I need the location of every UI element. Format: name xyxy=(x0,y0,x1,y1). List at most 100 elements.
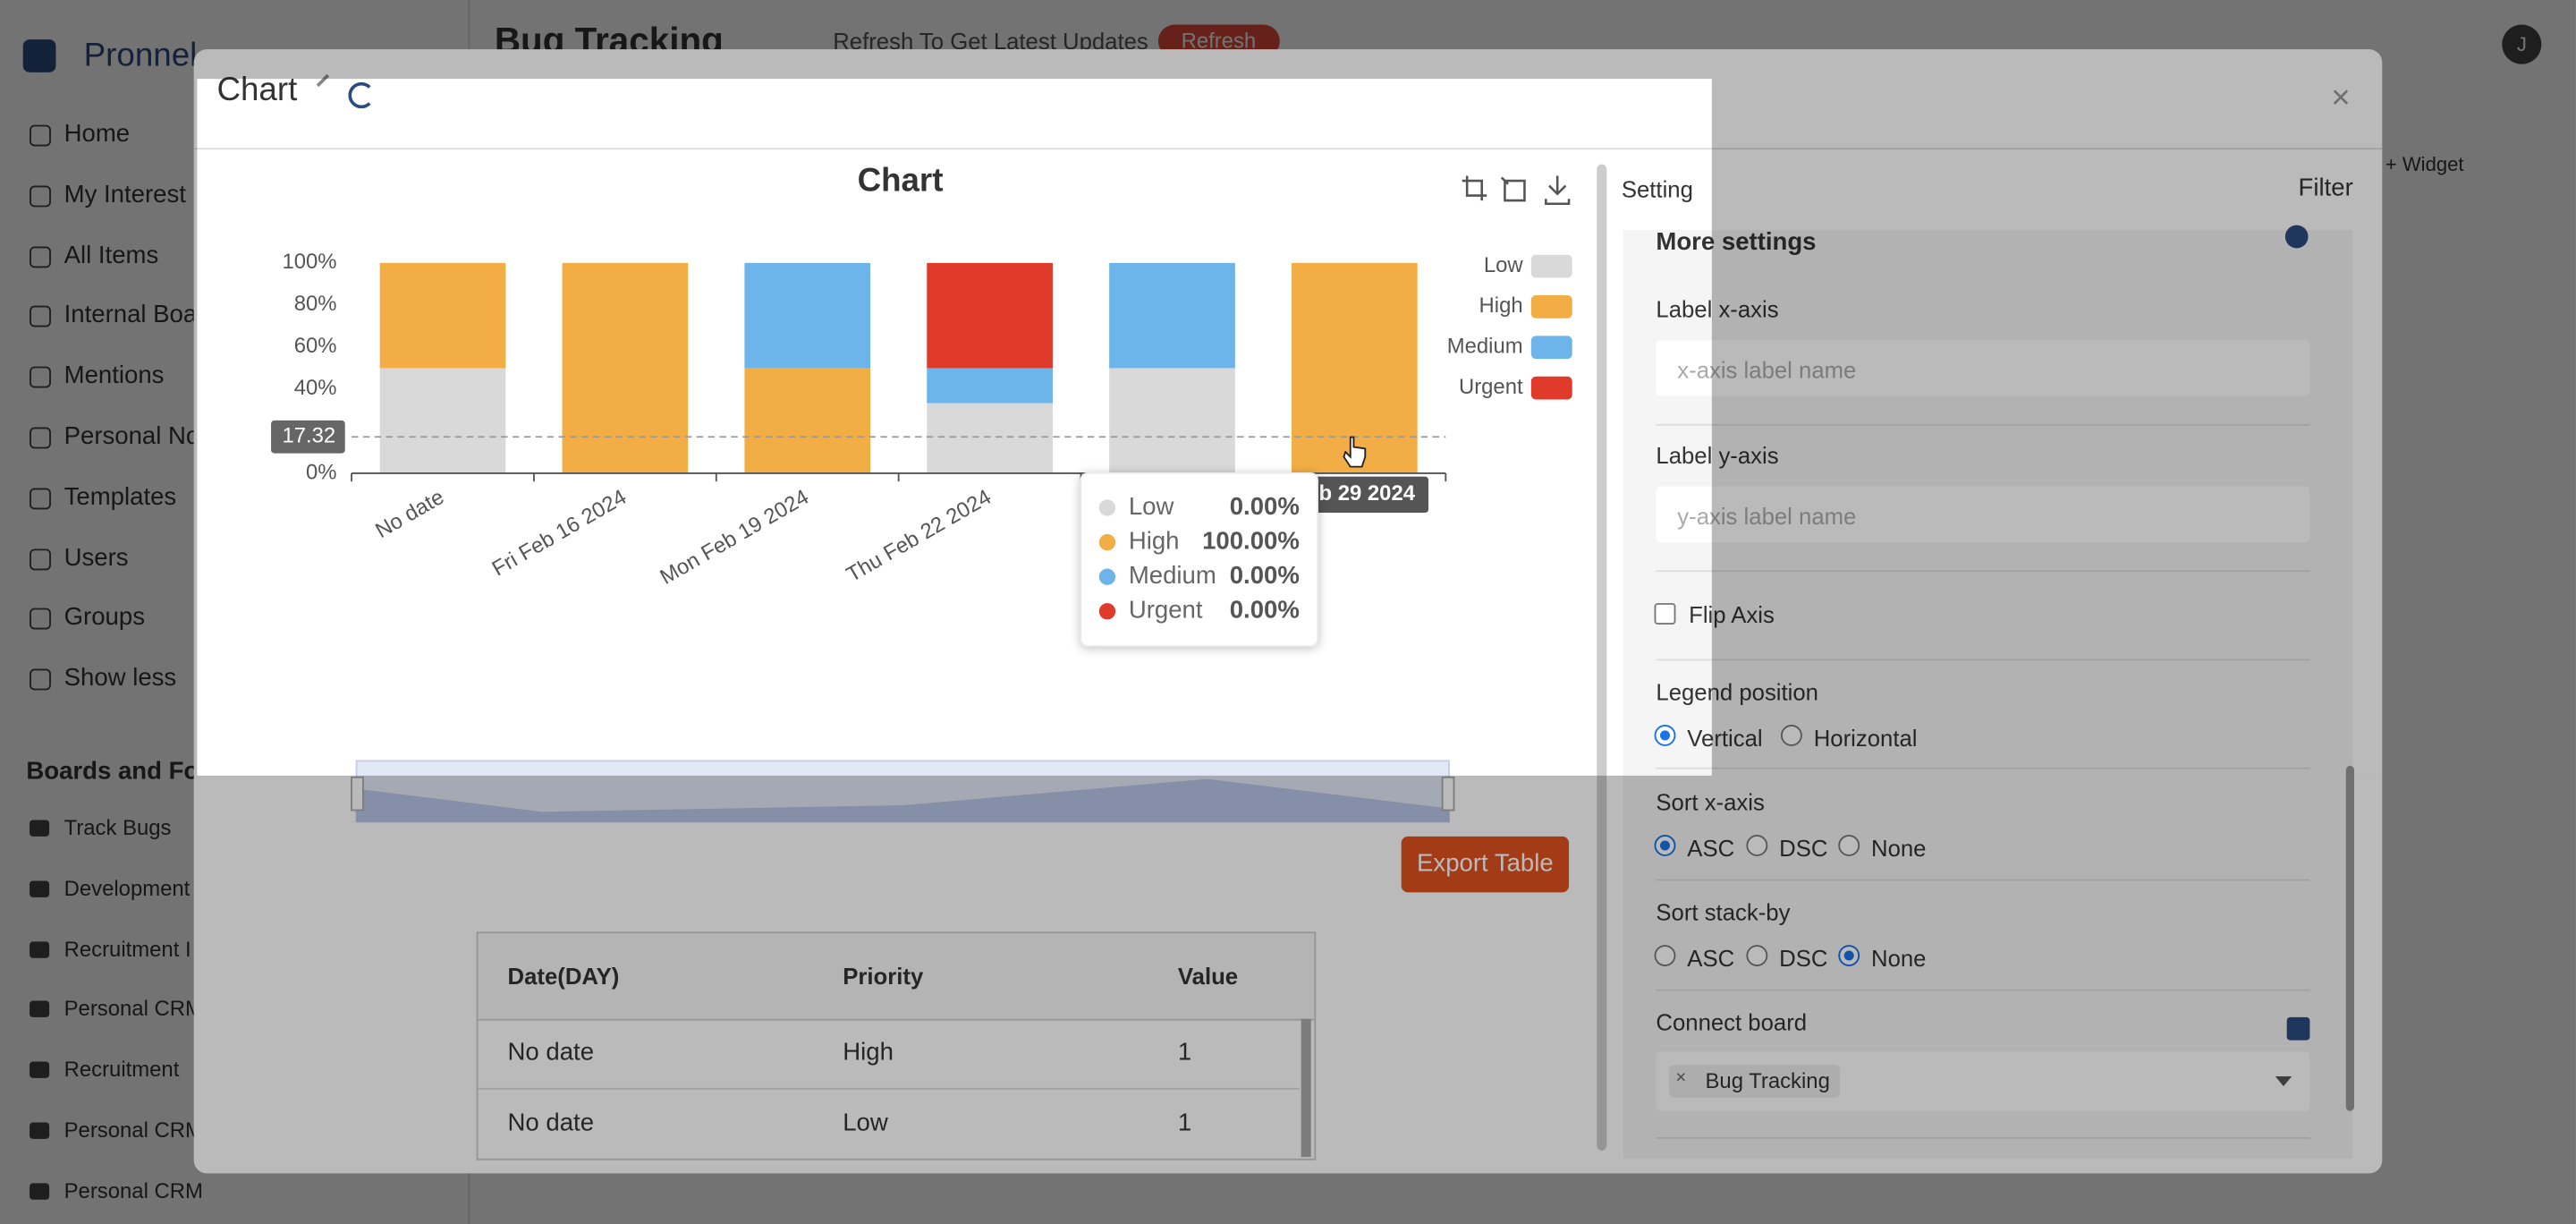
radio[interactable] xyxy=(1746,945,1768,966)
zoom-handle[interactable] xyxy=(1441,776,1455,812)
tooltip-dot xyxy=(1098,533,1116,551)
legend-swatch xyxy=(1530,376,1572,400)
separator xyxy=(1656,570,2310,573)
text-input[interactable] xyxy=(1656,486,2310,543)
bar-segment xyxy=(1109,262,1235,369)
table-header: Priority xyxy=(843,963,924,990)
radio-label: None xyxy=(1871,835,1927,862)
chip[interactable]: Bug Tracking xyxy=(1669,1065,1840,1098)
field-label: Connect board xyxy=(1656,1008,1808,1036)
table-cell: High xyxy=(843,1038,894,1067)
table-cell: No date xyxy=(507,1038,595,1067)
text-input[interactable] xyxy=(1656,340,2310,396)
tooltip: Low 0.00% High 100.00% Medium 0.00% Urgent 0.00… xyxy=(1080,472,1318,647)
tooltip-dot xyxy=(1098,603,1116,620)
tooltip-dot xyxy=(1098,568,1116,585)
x-tick-label: No date xyxy=(371,485,448,543)
zoom-handle[interactable] xyxy=(351,776,364,812)
legend-label: Low xyxy=(1484,253,1524,277)
settings-heading: More settings xyxy=(1656,228,1817,257)
filter-button[interactable]: Filter xyxy=(2298,174,2353,202)
separator xyxy=(1656,879,2310,881)
info-icon xyxy=(2286,1016,2310,1041)
scrollbar xyxy=(1597,164,1607,1151)
tooltip-value: 0.00% xyxy=(1230,492,1300,520)
field-label: Label x-axis xyxy=(1656,295,1779,322)
download-icon[interactable] xyxy=(1545,175,1571,206)
tooltip-value: 0.00% xyxy=(1230,561,1300,589)
cursor xyxy=(1343,436,1367,468)
legend-swatch xyxy=(1530,254,1572,278)
settings-scroll xyxy=(2345,765,2354,1111)
bar-segment xyxy=(562,262,689,473)
table-header-bg xyxy=(478,933,1315,1021)
refresh-icon[interactable] xyxy=(348,81,375,109)
field-label: Label y-axis xyxy=(1656,442,1779,469)
radio-label: ASC xyxy=(1687,835,1735,862)
dropdown-arrow xyxy=(2275,1076,2292,1094)
radio[interactable] xyxy=(1654,724,1676,746)
pointer-y-label: 17.32 xyxy=(282,424,335,448)
y-tick-label: 100% xyxy=(282,250,336,274)
legend-label: High xyxy=(1479,293,1523,318)
table-header: Value xyxy=(1177,963,1239,990)
radio[interactable] xyxy=(1838,835,1860,856)
chip-remove: × xyxy=(1675,1067,1687,1088)
reset-icon[interactable] xyxy=(1500,176,1526,202)
checkbox[interactable] xyxy=(1654,603,1676,625)
bar-segment xyxy=(744,368,871,473)
settings-tab: Setting xyxy=(1621,175,1693,202)
bar-segment xyxy=(1292,262,1418,473)
radio-label: ASC xyxy=(1687,945,1735,972)
separator xyxy=(1656,989,2310,991)
zoom-icon[interactable] xyxy=(1462,175,1487,201)
radio[interactable] xyxy=(1838,945,1860,966)
radio[interactable] xyxy=(1654,835,1676,856)
radio-label: None xyxy=(1871,945,1927,972)
y-tick-label: 40% xyxy=(294,376,337,400)
radio-label: Horizontal xyxy=(1813,724,1918,752)
x-tick-label: Thu Feb 22 2024 xyxy=(843,485,996,587)
legend-swatch xyxy=(1530,295,1572,319)
table-scroll xyxy=(1301,1018,1311,1158)
bar-segment xyxy=(379,368,506,473)
bar-segment xyxy=(927,262,1053,369)
bar-segment xyxy=(927,368,1053,404)
y-tick-label: 80% xyxy=(294,292,337,316)
radio[interactable] xyxy=(1780,724,1802,746)
radio[interactable] xyxy=(1746,835,1768,856)
table-header: Date(DAY) xyxy=(507,963,620,990)
pointer-y-label-bg xyxy=(271,420,345,454)
tooltip-name: Urgent xyxy=(1129,596,1203,624)
data-zoom xyxy=(351,760,1455,823)
table-cell: 1 xyxy=(1177,1038,1192,1067)
separator xyxy=(1656,423,2310,426)
radio-label: DSC xyxy=(1779,835,1828,862)
y-tick-label: 0% xyxy=(306,460,336,484)
divider xyxy=(193,148,2383,150)
tooltip-value: 100.00% xyxy=(1202,526,1300,554)
field-label: Sort stack-by xyxy=(1656,898,1791,926)
close-button: × xyxy=(2331,80,2351,117)
placeholder: y-axis label name xyxy=(1677,503,1857,530)
chart-title: Chart xyxy=(858,162,944,199)
table-cell: Low xyxy=(843,1109,888,1137)
tooltip-box xyxy=(1080,472,1318,647)
collapse-icon[interactable] xyxy=(2284,225,2309,249)
tooltip-value: 0.00% xyxy=(1230,596,1300,624)
placeholder: x-axis label name xyxy=(1677,356,1857,383)
separator xyxy=(1656,1136,2310,1139)
legend-label: Urgent xyxy=(1459,375,1523,399)
legend-label: Medium xyxy=(1447,335,1523,359)
export-button[interactable]: Export Table xyxy=(1401,836,1570,893)
field-label: Sort x-axis xyxy=(1656,788,1765,816)
radio[interactable] xyxy=(1654,945,1676,966)
toolbox xyxy=(1462,175,1571,206)
row-divider xyxy=(478,1087,1300,1090)
table-cell: 1 xyxy=(1177,1109,1192,1137)
separator xyxy=(1656,659,2310,661)
tooltip-name: Low xyxy=(1129,492,1174,520)
